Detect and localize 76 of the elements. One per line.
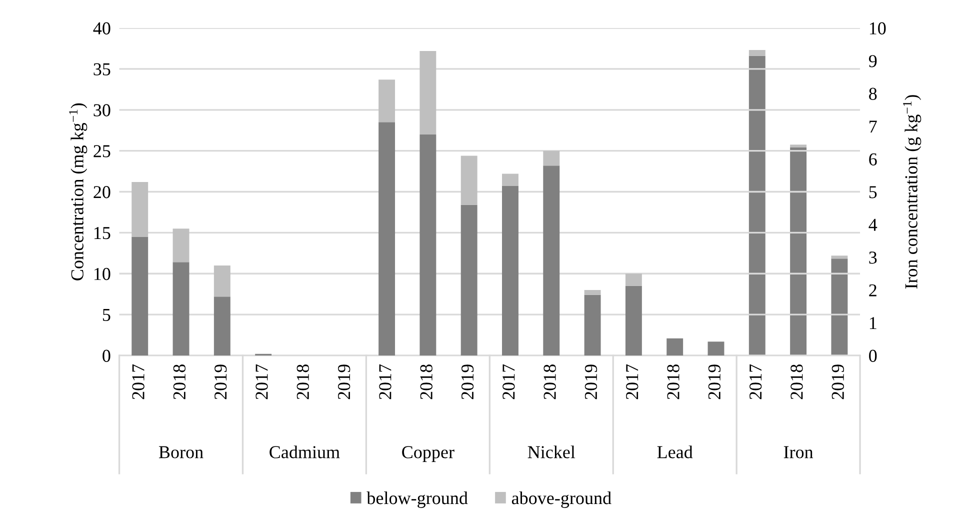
x-tick-label: 2018: [420, 364, 432, 400]
bar: [502, 174, 518, 186]
x-tick-label: 2019: [338, 364, 350, 400]
y2-tick-label: 10: [870, 22, 886, 34]
y-tick-label: 0: [102, 350, 110, 362]
y-axis-title: Concentration (mg kg$^{−1}$): [69, 103, 88, 280]
x-tick-label: 2017: [256, 364, 268, 400]
x-tick-label: 2019: [584, 364, 598, 400]
bar: [666, 338, 684, 356]
text: Copper: [402, 446, 454, 462]
legend-label: above-ground: [512, 492, 612, 508]
bar: [420, 134, 436, 356]
bar: [625, 274, 642, 286]
bar: [584, 290, 601, 295]
bar: [460, 156, 478, 205]
bar: [214, 265, 230, 297]
x-tick-label: 2017: [132, 364, 144, 400]
bar: [584, 294, 601, 356]
bar: [790, 144, 807, 148]
y2-tick-label: 1: [870, 317, 876, 330]
bar: [132, 182, 148, 237]
x-tick-label: 2019: [461, 364, 474, 400]
y2-tick-label: 4: [868, 218, 878, 231]
bar: [172, 228, 190, 262]
y-tick-label: 25: [94, 145, 110, 158]
bar: [625, 286, 642, 356]
x-tick-label: 2017: [379, 364, 392, 400]
y2-tick-label: 2: [869, 284, 876, 296]
y-tick-label: 10: [94, 268, 110, 280]
x-tick-label: 2017: [626, 364, 638, 400]
x-tick-label: 2017: [502, 364, 515, 400]
x-tick-label: 2019: [214, 364, 227, 400]
y-tick-label: 40: [93, 22, 110, 34]
bar: [543, 150, 560, 166]
bar: [502, 186, 518, 356]
text: Lead: [657, 446, 693, 458]
text: Boron: [158, 446, 204, 458]
bar: [748, 50, 766, 56]
y-tick-label: 30: [94, 104, 110, 116]
y2-tick-label: 8: [869, 88, 877, 100]
bar: [831, 258, 848, 356]
x-tick-label: 2018: [544, 364, 556, 400]
text: Nickel: [528, 446, 576, 458]
x-tick-label: 2018: [790, 364, 803, 400]
bar: [132, 236, 148, 356]
y2-tick-label: 5: [869, 186, 877, 198]
bar: [420, 50, 436, 134]
bar: [214, 296, 230, 356]
bar: [460, 204, 478, 356]
bar: [748, 56, 766, 356]
x-tick-label: 2018: [667, 364, 680, 400]
y2-tick-label: 3: [869, 252, 877, 264]
bar: [172, 262, 190, 356]
x-tick-label: 2018: [296, 364, 309, 400]
y2-tick-label: 0: [869, 350, 877, 362]
y2-tick-label: 6: [869, 153, 877, 166]
y-tick-label: 5: [102, 309, 110, 322]
y-tick-label: 15: [94, 227, 110, 240]
legend-label: below-ground: [366, 492, 468, 508]
text: Iron: [784, 446, 814, 458]
bar: [378, 80, 396, 122]
bar: [708, 342, 724, 356]
y-tick-label: 35: [94, 63, 110, 76]
y-tick-label: 20: [94, 186, 110, 198]
x-tick-label: 2018: [173, 364, 186, 400]
text: Cadmium: [270, 446, 340, 458]
bar: [543, 166, 560, 356]
x-tick-label: 2017: [749, 364, 762, 400]
y2-axis-title: Iron concentration (g kg$^{−1}$): [903, 95, 922, 289]
bar: [790, 148, 807, 356]
bar: [378, 122, 396, 356]
y2-tick-label: 9: [868, 55, 877, 68]
x-tick-label: 2019: [832, 364, 844, 400]
y2-tick-label: 7: [870, 120, 877, 133]
x-tick-label: 2019: [708, 364, 721, 400]
bar: [831, 256, 848, 259]
